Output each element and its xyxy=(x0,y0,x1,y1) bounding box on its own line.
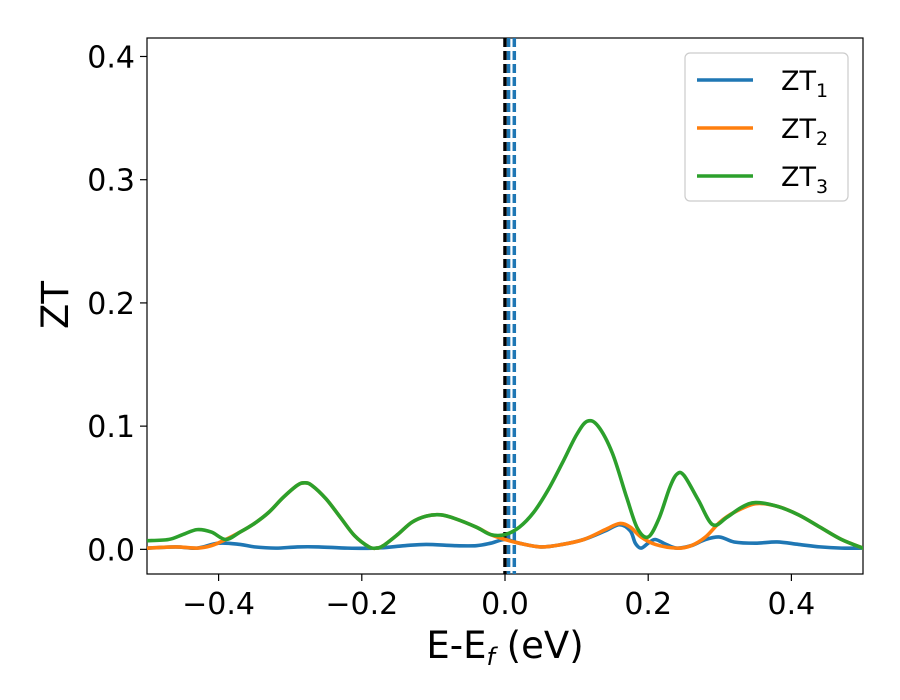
y-tick-label: 0.3 xyxy=(87,164,135,199)
y-tick-label: 0.2 xyxy=(87,287,135,322)
legend-box xyxy=(684,52,849,202)
x-axis-label: E-Ef (eV) xyxy=(426,624,583,671)
y-tick-label: 0.4 xyxy=(87,40,135,75)
y-axis-label: ZT xyxy=(34,281,77,329)
x-axis-label-unit: (eV) xyxy=(495,624,584,667)
legend-label-sub: 2 xyxy=(816,128,828,150)
x-tick-label: 0.4 xyxy=(768,587,816,622)
fermi-level-lines xyxy=(503,38,517,574)
x-tick-label: 0.0 xyxy=(481,587,529,622)
legend-label-main: ZT xyxy=(781,66,816,97)
legend-label-1: ZT1 xyxy=(781,66,828,102)
y-axis-ticks: 0.0 0.1 0.2 0.3 0.4 xyxy=(87,40,147,568)
x-tick-label: 0.2 xyxy=(624,587,672,622)
series-lines xyxy=(147,418,863,551)
series-line-3 xyxy=(147,418,863,551)
legend-label-sub: 3 xyxy=(816,176,828,198)
legend-label-3: ZT3 xyxy=(781,162,828,198)
x-tick-label: −0.4 xyxy=(182,587,255,622)
x-axis-label-main: E-E xyxy=(426,624,486,667)
legend-label-sub: 1 xyxy=(816,80,828,102)
legend-label-main: ZT xyxy=(781,114,816,145)
y-tick-label: 0.1 xyxy=(87,410,135,445)
y-tick-label: 0.0 xyxy=(87,533,135,568)
x-axis-ticks: −0.4 −0.2 0.0 0.2 0.4 xyxy=(182,574,815,622)
x-tick-label: −0.2 xyxy=(325,587,398,622)
legend-label-main: ZT xyxy=(781,162,816,193)
legend-label-2: ZT2 xyxy=(781,114,828,150)
